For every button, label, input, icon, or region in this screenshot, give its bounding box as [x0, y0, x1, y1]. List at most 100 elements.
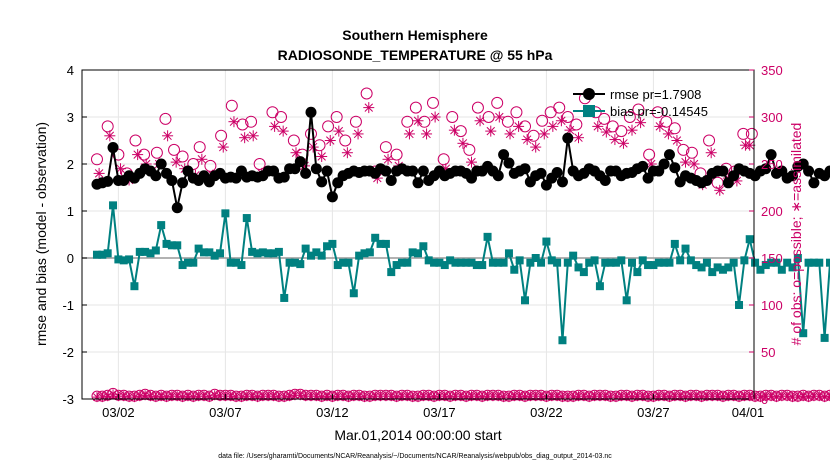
bias-point: [440, 261, 449, 270]
assimilated-obs-point-stroke: [105, 131, 115, 141]
bias-point: [799, 329, 808, 338]
possible-obs-point: [390, 148, 403, 161]
bias-point: [333, 261, 342, 270]
assimilated-obs-point-stroke: [756, 393, 765, 402]
bias-point: [472, 261, 481, 270]
bias-point: [210, 251, 219, 260]
possible-obs-point: [632, 103, 645, 116]
bias-point: [151, 246, 160, 255]
rmse-point: [166, 174, 178, 186]
assimilated-obs-point-stroke: [804, 393, 813, 402]
assimilated-obs-point: [156, 391, 167, 402]
bias-point: [280, 293, 289, 302]
assimilated-obs-point: [455, 391, 466, 402]
x-tick-label: 03/27: [637, 405, 670, 420]
bias-point: [430, 258, 439, 267]
bias-point: [740, 256, 749, 265]
assimilated-obs-point: [662, 128, 674, 140]
assimilated-obs-point-stroke: [94, 169, 104, 178]
bias-point: [205, 248, 214, 257]
bias-point: [178, 261, 187, 270]
possible-obs-point: [685, 146, 698, 159]
assimilated-obs-point: [412, 115, 424, 127]
y-right-tick-label: 350: [761, 63, 783, 78]
assimilated-obs-point-stroke: [540, 129, 549, 139]
bias-point: [462, 258, 471, 267]
bias-point: [504, 249, 513, 258]
bias-point: [408, 248, 417, 257]
possible-obs-point: [215, 129, 228, 142]
assimilated-obs-point: [421, 128, 433, 140]
bias-point: [686, 256, 695, 265]
possible-obs-point: [561, 111, 574, 123]
bias-point: [649, 261, 658, 270]
plot-frame: [81, 69, 755, 400]
bias-point: [173, 241, 182, 250]
assimilated-obs-point-stroke: [602, 127, 611, 137]
assimilated-obs-point: [609, 134, 621, 146]
y-left-tick-label: 2: [67, 157, 74, 172]
assimilated-obs-point: [610, 392, 621, 403]
assimilated-obs-point: [568, 392, 579, 403]
bias-point: [226, 258, 235, 267]
assimilated-obs-point: [343, 392, 354, 403]
bias-point: [820, 333, 829, 342]
assimilated-obs-point: [538, 128, 550, 140]
bias-point: [125, 255, 134, 264]
bias-point: [681, 244, 690, 253]
bias-point: [130, 282, 139, 291]
assimilated-obs-point: [626, 124, 638, 136]
bias-point: [713, 263, 722, 272]
rmse-point: [669, 162, 681, 174]
assimilated-obs-point: [93, 167, 105, 179]
possible-obs-point: [275, 111, 288, 123]
bias-point: [194, 244, 203, 253]
bias-point: [403, 258, 412, 267]
legend: rmse pr=1.7908 bias pr=-0.14545: [573, 87, 708, 119]
assimilated-obs-point-stroke: [627, 125, 637, 135]
possible-obs-point: [623, 111, 636, 123]
assimilated-obs-point: [228, 116, 240, 128]
bias-point: [232, 258, 241, 267]
assimilated-obs-point: [734, 392, 745, 403]
assimilated-obs-point-stroke: [343, 148, 352, 157]
assimilated-obs-point-stroke: [308, 142, 318, 152]
bias-point: [553, 258, 562, 267]
assimilated-obs-point: [316, 392, 327, 403]
legend-rmse-label: rmse pr=1.7908: [610, 87, 701, 102]
assimilated-obs-point-stroke: [334, 126, 344, 136]
bias-point: [745, 235, 754, 244]
bias-point: [494, 258, 503, 267]
y-axis-left-label: rmse and bias (model - observation): [33, 122, 49, 346]
assimilated-obs-point-stroke: [422, 129, 431, 139]
rmse-point: [562, 132, 574, 144]
bias-point: [157, 221, 166, 230]
rmse-point: [556, 176, 568, 188]
rmse-point: [321, 165, 333, 177]
assimilated-obs-point: [680, 156, 692, 168]
bias-point: [221, 209, 230, 218]
assimilated-obs-point: [466, 156, 478, 168]
assimilated-obs-point-stroke: [574, 133, 583, 142]
bias-point: [676, 256, 685, 265]
assimilated-obs-point: [493, 391, 504, 402]
bias-point: [397, 258, 406, 267]
assimilated-obs-point: [161, 392, 172, 403]
assimilated-obs-point-stroke: [495, 112, 504, 122]
x-tick-label: 03/07: [209, 405, 242, 420]
assimilated-obs-point: [277, 125, 289, 137]
assimilated-obs-point: [782, 391, 793, 402]
legend-bias-label: bias pr=-0.14545: [610, 104, 708, 119]
assimilated-obs-point: [552, 391, 563, 402]
rmse-point: [519, 163, 531, 175]
assimilated-obs-point: [671, 135, 683, 146]
rmse-point: [637, 160, 649, 172]
bias-point: [702, 258, 711, 267]
bias-point: [751, 258, 760, 267]
assimilated-obs-point: [150, 392, 161, 403]
possible-obs-point: [570, 118, 583, 131]
bias-point: [248, 247, 257, 256]
assimilated-obs-point-stroke: [229, 117, 239, 126]
assimilated-obs-point: [391, 392, 402, 403]
y-right-tick-label: 50: [761, 345, 775, 360]
